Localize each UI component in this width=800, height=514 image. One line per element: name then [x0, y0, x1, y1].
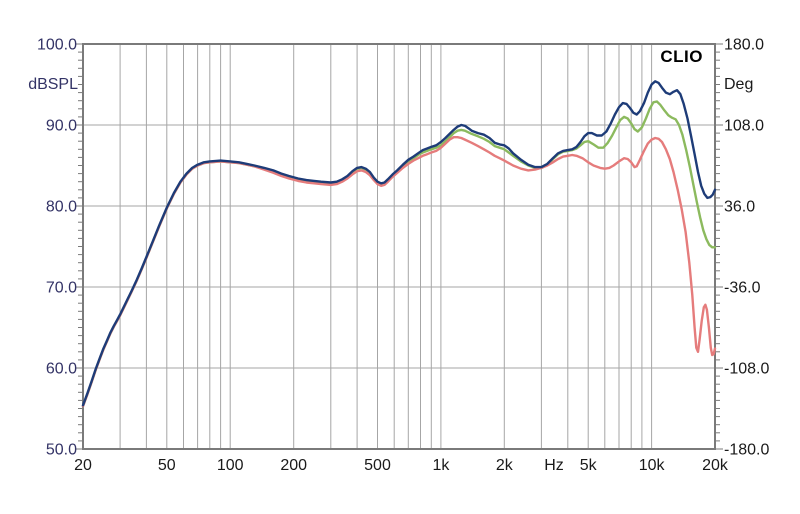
curve-blue: [81, 80, 717, 407]
right-axis-tick-label: 180.0: [724, 37, 764, 54]
x-axis-tick-label: 5k: [580, 457, 598, 474]
x-axis-tick-label: 20: [74, 457, 92, 474]
right-axis-tick-label: 36.0: [724, 199, 755, 216]
curve-green: [81, 100, 717, 408]
left-axis-unit-label: dBSPL: [28, 76, 78, 93]
right-axis-tick-label: 108.0: [724, 118, 764, 135]
x-axis-tick-label: 1k: [432, 457, 450, 474]
right-axis-tick-label: -180.0: [724, 442, 769, 459]
curve-red: [81, 135, 717, 408]
x-axis-tick-label: 500: [364, 457, 391, 474]
x-axis-tick-label: 50: [158, 457, 176, 474]
x-axis-unit-label: Hz: [544, 457, 564, 474]
right-axis-tick-label: -36.0: [724, 280, 761, 297]
x-axis-tick-label: 2k: [496, 457, 514, 474]
left-axis-tick-label: 90.0: [46, 118, 77, 135]
right-axis-tick-label: -108.0: [724, 361, 769, 378]
left-axis-tick-label: 80.0: [46, 199, 77, 216]
x-axis-tick-label: 20k: [702, 457, 729, 474]
grid-lines: [83, 44, 715, 449]
clio-logo: CLIO: [660, 47, 703, 66]
axis-labels: 100.0 90.0 80.0 70.0 60.0 50.0 180.0 108.0 36.0 -…: [37, 37, 770, 475]
left-axis-tick-label: 70.0: [46, 280, 77, 297]
left-axis-tick-label: 60.0: [46, 361, 77, 378]
curves: [81, 80, 717, 408]
left-axis-tick-label: 100.0: [37, 37, 77, 54]
x-axis-tick-label: 100: [217, 457, 244, 474]
x-axis-tick-label: 10k: [639, 457, 666, 474]
x-axis-tick-label: 200: [280, 457, 307, 474]
right-axis-unit-label: Deg: [724, 76, 754, 93]
left-axis-tick-label: 50.0: [46, 442, 77, 459]
axis-ticks: [75, 43, 723, 450]
